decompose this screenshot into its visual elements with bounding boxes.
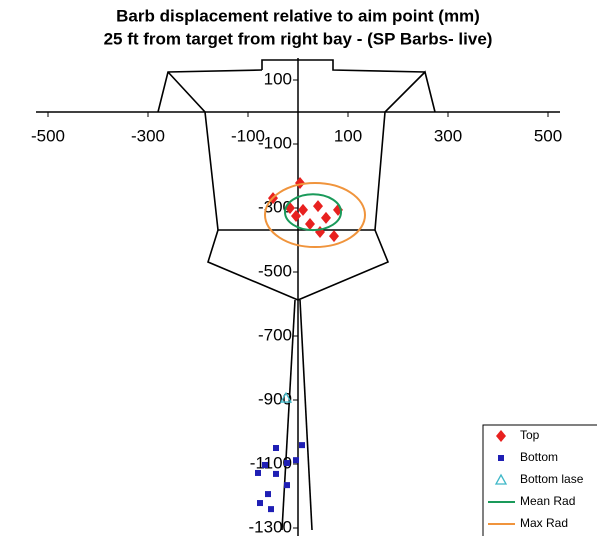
y-tick-label: 100 xyxy=(264,69,292,88)
point xyxy=(257,500,263,507)
point xyxy=(293,457,299,464)
y-tick-label: -500 xyxy=(258,261,292,280)
legend-swatch xyxy=(496,430,506,442)
point xyxy=(313,200,323,213)
outline xyxy=(157,69,263,113)
chart-title: Barb displacement relative to aim point … xyxy=(116,6,480,25)
outline xyxy=(167,70,436,301)
legend-box xyxy=(482,424,597,536)
legend-label: Bottom xyxy=(520,450,558,464)
radius-circle xyxy=(264,182,366,249)
point xyxy=(255,469,261,476)
point xyxy=(279,391,293,403)
body-outline xyxy=(157,59,436,531)
chart-subtitle: 25 ft from target from right bay - (SP B… xyxy=(104,29,493,48)
point xyxy=(273,445,279,451)
point xyxy=(305,218,315,230)
y-tick-label: -100 xyxy=(258,133,292,152)
point xyxy=(329,230,339,243)
y-tick-label: -1100 xyxy=(250,453,292,472)
point xyxy=(321,211,331,224)
y-tick-label: -900 xyxy=(258,389,292,408)
legend-swatch xyxy=(498,455,504,461)
y-tick-label: -700 xyxy=(258,325,292,344)
x-tick-label: -100 xyxy=(231,126,265,145)
legend-label: Bottom lase xyxy=(520,472,584,486)
legend-label: Top xyxy=(520,428,540,442)
legend-swatch xyxy=(494,473,508,485)
x-tick-label: 500 xyxy=(534,126,562,145)
title-bg xyxy=(0,0,597,58)
x-tick-label: -300 xyxy=(131,126,165,145)
radius-circle xyxy=(284,193,342,232)
outline xyxy=(299,299,313,531)
point xyxy=(268,506,274,513)
x-tick-label: 300 xyxy=(434,126,462,145)
x-tick-label: -500 xyxy=(31,126,65,145)
y-tick-label: -300 xyxy=(258,197,292,216)
y-tick-label: -1300 xyxy=(249,517,292,536)
legend-label: Mean Rad xyxy=(520,494,575,508)
x-tick-label: 100 xyxy=(334,126,362,145)
point xyxy=(291,210,301,222)
point xyxy=(265,491,271,498)
outline xyxy=(281,299,296,531)
outline xyxy=(261,59,426,73)
point xyxy=(262,461,268,468)
point xyxy=(298,203,308,216)
legend: Top Bottom Bottom lase Mean Rad Max Rad xyxy=(482,424,597,536)
legend-label: Max Rad xyxy=(520,516,568,530)
point xyxy=(295,177,305,190)
point xyxy=(273,470,279,477)
point xyxy=(284,482,290,489)
point xyxy=(299,442,305,449)
point xyxy=(284,460,290,467)
